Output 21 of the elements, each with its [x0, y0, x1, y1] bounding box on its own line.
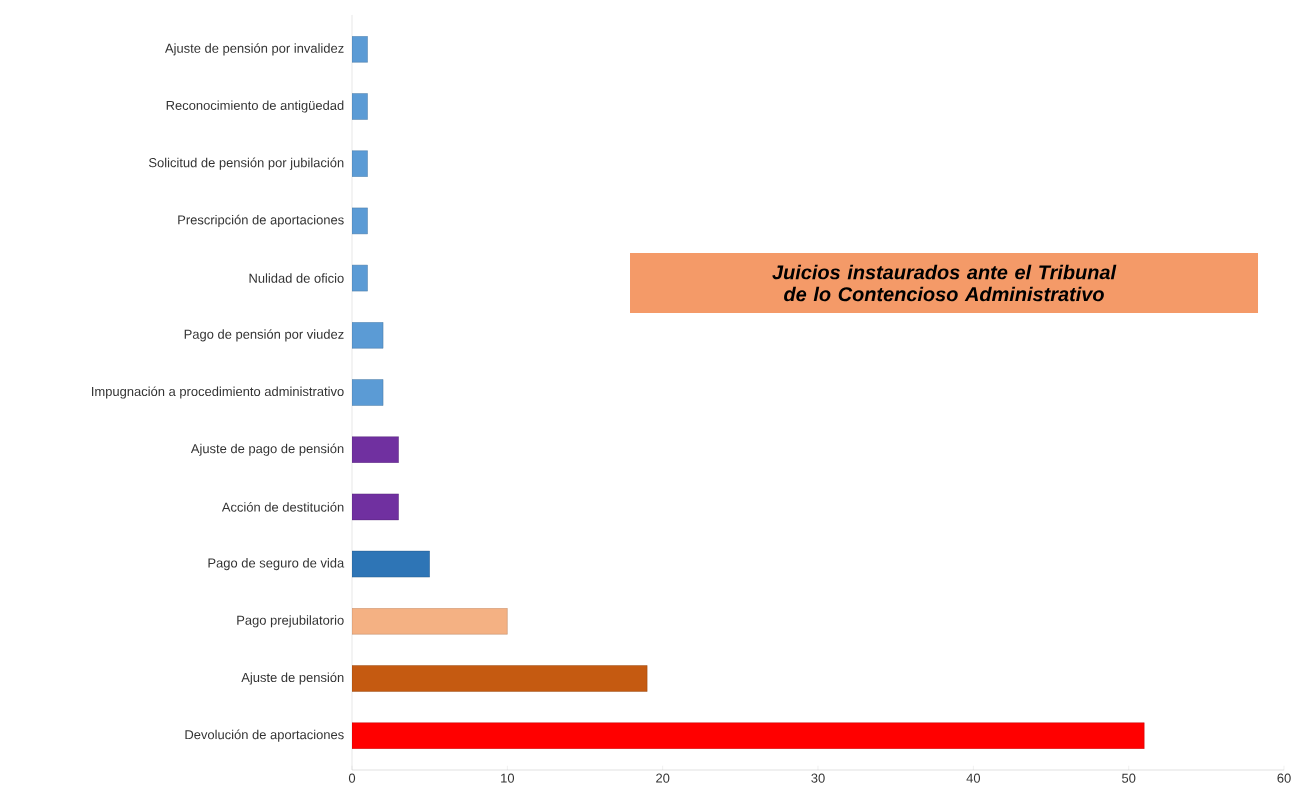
- x-tick-label: 30: [811, 773, 825, 783]
- y-tick-label: Nulidad de oficio: [249, 273, 344, 283]
- x-tick-label: 60: [1277, 773, 1291, 783]
- text: Juicios instaurados ante el Tribunal de lo Contencioso Administrativo: [772, 264, 1117, 302]
- y-tick-label: Reconocimiento de antigüedad: [166, 100, 344, 113]
- y-tick-label: Pago de pensión por viudez: [184, 329, 344, 342]
- y-tick-label: Impugnación a procedimiento administrativo: [92, 386, 344, 399]
- y-tick-label: Pago de seguro de vida: [208, 558, 345, 571]
- y-tick-label: Ajuste de pago de pensión: [190, 443, 344, 456]
- x-tick-label: 0: [348, 773, 356, 783]
- y-tick-label: Solicitud de pensión por jubilación: [148, 157, 344, 170]
- y-tick-label: Prescripción de aportaciones: [178, 214, 344, 228]
- x-tick-label: 20: [656, 773, 670, 783]
- y-tick-label: Pago prejubilatorio: [237, 615, 344, 628]
- x-tick-label: 50: [1122, 773, 1136, 783]
- y-tick-label: Acción de destitución: [221, 502, 344, 512]
- x-tick-label: 40: [966, 773, 981, 783]
- x-tick-label: 10: [501, 773, 515, 783]
- y-tick-label: Ajuste de pensión: [241, 672, 344, 685]
- y-tick-label: Ajuste de pensión por invalidez: [164, 43, 344, 56]
- y-tick-label: Devolución de aportaciones: [185, 729, 344, 742]
